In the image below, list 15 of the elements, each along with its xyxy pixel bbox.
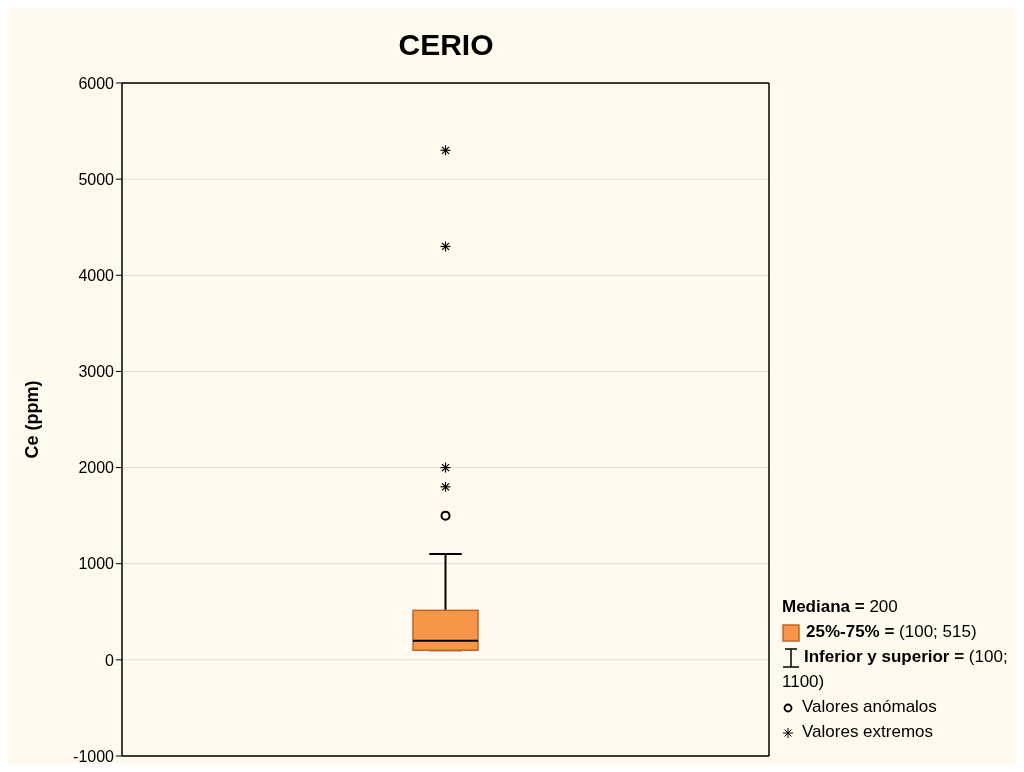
y-tick-label: 4000 — [78, 266, 115, 284]
y-tick-label: 1000 — [78, 555, 115, 573]
y-axis-title: Ce (ppm) — [22, 380, 43, 459]
chart-title: CERIO — [397, 28, 495, 62]
y-tick-label: 3000 — [78, 363, 115, 381]
text: Mediana = 200 — [782, 596, 899, 618]
y-tick-label: -1000 — [73, 747, 115, 765]
text: Valores anómalos — [801, 696, 938, 718]
y-tick-label: 0 — [105, 651, 115, 669]
y-tick-label: 6000 — [78, 74, 115, 92]
y-tick-label: 5000 — [78, 170, 115, 188]
text: Valores extremos — [801, 721, 934, 743]
text: 25%-75% = (100; 515) — [805, 621, 978, 643]
text: Inferior y superior = (100; 1100) — [782, 647, 1008, 691]
y-tick-label: 2000 — [78, 459, 115, 477]
